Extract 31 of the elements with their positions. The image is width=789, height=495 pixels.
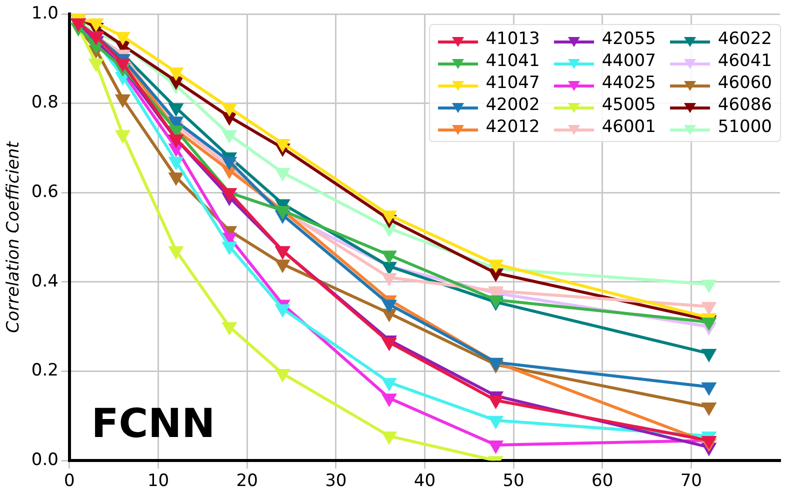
x-tick-label: 10 xyxy=(147,471,170,492)
x-tick-label: 0 xyxy=(64,471,75,492)
y-tick-label: 0.6 xyxy=(31,182,58,202)
legend-label: 46001 xyxy=(602,117,656,137)
y-axis-title: Correlation Coefficient xyxy=(4,140,24,334)
y-tick-label: 0.4 xyxy=(31,271,58,292)
legend-label: 44007 xyxy=(602,51,656,71)
legend-label: 44025 xyxy=(602,73,656,93)
legend-label: 46041 xyxy=(718,51,772,71)
x-tick-label: 40 xyxy=(414,471,436,492)
legend-label: 41047 xyxy=(486,73,540,93)
legend-label: 42012 xyxy=(486,117,540,137)
legend-label: 42055 xyxy=(602,29,656,49)
y-tick-label: 1.0 xyxy=(31,3,58,24)
legend-label: 41013 xyxy=(486,29,540,49)
annotation: FCNN xyxy=(91,400,216,447)
legend-label: 51000 xyxy=(718,117,772,137)
x-tick-label: 20 xyxy=(236,471,258,492)
y-tick-label: 0.0 xyxy=(31,450,58,470)
x-tick-label: 60 xyxy=(592,471,614,492)
legend-label: 41041 xyxy=(486,51,540,71)
legend-label: 46022 xyxy=(718,29,772,49)
legend-label: 46086 xyxy=(718,95,772,115)
y-tick-label: 0.8 xyxy=(31,92,58,113)
y-tick-label: 0.2 xyxy=(31,360,58,381)
x-tick-label: 30 xyxy=(325,471,347,492)
legend-label: 46060 xyxy=(718,73,772,93)
x-tick-label: 70 xyxy=(680,471,702,492)
x-tick-label: 50 xyxy=(502,471,524,492)
legend-label: 45005 xyxy=(602,95,656,115)
legend-label: 42002 xyxy=(486,95,540,115)
